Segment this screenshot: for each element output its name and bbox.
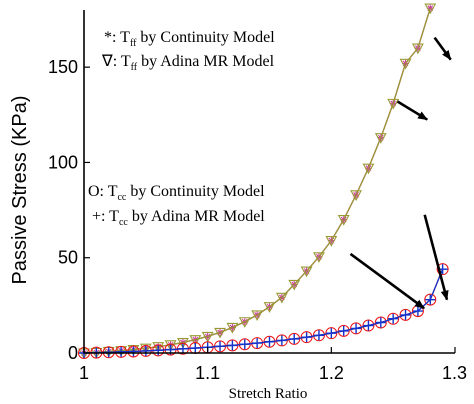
series-2-point — [189, 335, 202, 346]
series-line-2 — [83, 7, 431, 354]
series-3-point — [362, 319, 375, 332]
series-2-point — [399, 58, 412, 70]
series-4-point — [215, 341, 226, 352]
series-2-point — [275, 292, 288, 304]
series-4-point — [363, 320, 374, 331]
series-2-point — [337, 215, 350, 226]
annotation-arrow — [349, 252, 425, 310]
series-4-point — [375, 317, 386, 328]
series-3-point — [399, 308, 412, 321]
series-2-point — [238, 317, 251, 328]
series-4-point — [400, 309, 411, 320]
series-4-point — [276, 335, 287, 346]
series-4-point — [252, 338, 263, 349]
legend-entry-4: +: Tcc by Adina MR Model — [92, 208, 265, 228]
series-3-point — [387, 312, 400, 325]
x-tick-label: 1 — [79, 363, 89, 383]
series-4-point — [425, 294, 436, 305]
series-2-point — [424, 3, 437, 15]
series-2-point — [164, 340, 177, 351]
series-2-point — [288, 279, 301, 291]
series-4-point — [338, 325, 349, 336]
series-2-point — [139, 343, 152, 355]
series-2-point — [313, 252, 325, 263]
series-3-point — [300, 331, 313, 344]
series-2-point — [300, 266, 313, 278]
legend-entry-1: *: Tff by Continuity Model — [104, 29, 275, 49]
series-2-point — [226, 322, 239, 334]
series-4-point — [239, 339, 250, 350]
axes: 0 50 100 150 1 1.1 1.2 1.3 — [48, 10, 467, 383]
series-4-point — [190, 343, 201, 354]
series-2-point — [362, 163, 375, 175]
series-4-point — [388, 313, 399, 324]
series-2-point — [176, 337, 189, 349]
x-tick-label: 1.3 — [442, 363, 467, 383]
series-3-point — [436, 263, 449, 276]
series-4-point — [177, 343, 188, 354]
plot-area — [78, 3, 449, 360]
series-3-point — [374, 316, 387, 329]
x-axis-label: Stretch Ratio — [229, 386, 308, 402]
series-3-point — [288, 332, 301, 345]
y-axis-label: Passive Stress (KPa) — [9, 96, 31, 285]
series-2-point — [263, 302, 276, 313]
series-3-point — [312, 329, 325, 342]
y-tick-label: 100 — [48, 152, 78, 172]
x-tick-label: 1.1 — [195, 363, 220, 383]
series-3-point — [350, 322, 363, 335]
series-3-point — [424, 293, 437, 306]
y-tick-label: 150 — [48, 57, 78, 77]
legend: *: Tff by Continuity Model ∇: Tff by Adin… — [88, 29, 275, 228]
series-2-point — [201, 331, 214, 343]
series-2-point — [411, 43, 424, 55]
series-2-point — [152, 342, 165, 353]
series-4-point — [289, 333, 300, 344]
y-tick-label: 50 — [58, 248, 78, 268]
series-2-point — [374, 133, 387, 144]
annotation-arrow — [433, 36, 452, 61]
series-2-point — [350, 190, 363, 201]
series-2-point — [325, 236, 338, 247]
y-tick-label: 0 — [68, 343, 78, 363]
series-4-point — [326, 328, 337, 339]
series-4-point — [116, 346, 127, 357]
series-4-point — [313, 330, 324, 341]
series-2-point — [251, 310, 264, 322]
series-4-point — [351, 323, 362, 334]
legend-entry-3: O: Tcc by Continuity Model — [88, 183, 265, 203]
series-4-point — [264, 336, 275, 347]
series-2-point — [387, 98, 400, 110]
series-4-point — [140, 345, 151, 356]
series-3-point — [337, 324, 350, 337]
series-3-point — [325, 327, 338, 340]
series-4-point — [227, 340, 238, 351]
annotation-arrow — [423, 214, 449, 301]
series-4-point — [128, 346, 139, 357]
series-2-point — [214, 327, 226, 339]
annotation-arrow — [396, 100, 429, 121]
legend-entry-2: ∇: Tff by Adina MR Model — [101, 53, 275, 73]
series-4-point — [301, 332, 312, 343]
x-tick-label: 1.2 — [319, 363, 344, 383]
